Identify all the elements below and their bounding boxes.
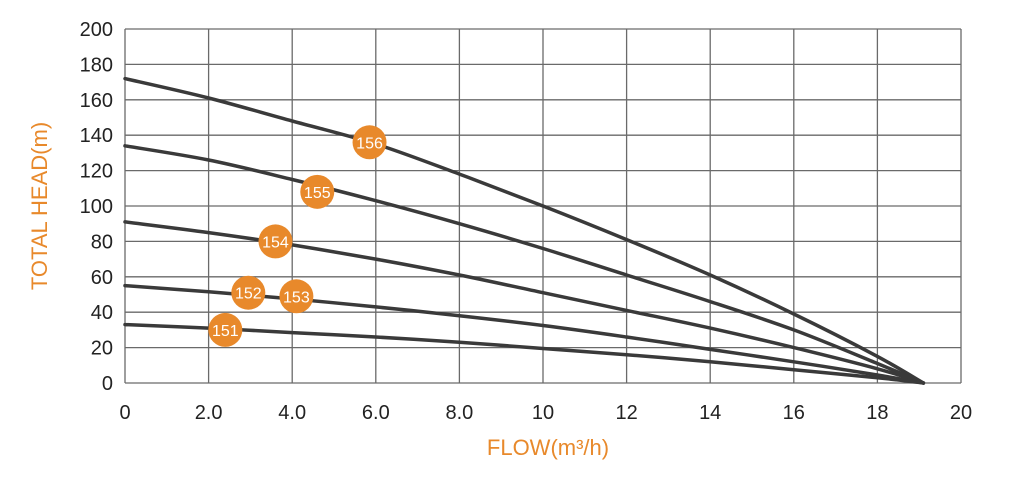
x-tick-label: 10 — [532, 402, 554, 424]
x-tick-labels: 0 2.0 4.0 6.0 8.0 10 12 14 16 18 20 — [119, 402, 972, 424]
x-tick-label: 12 — [615, 402, 637, 424]
badge-153: 153 — [279, 279, 314, 314]
y-tick-label: 140 — [80, 125, 113, 147]
y-tick-label: 80 — [91, 231, 113, 253]
y-tick-label: 160 — [80, 90, 113, 112]
badge-label: 156 — [356, 135, 383, 152]
y-tick-label: 40 — [91, 302, 113, 324]
badge-156: 156 — [352, 125, 387, 160]
y-axis-title: TOTAL HEAD(m) — [27, 122, 52, 290]
x-axis-title: FLOW(m³/h) — [487, 435, 609, 460]
x-tick-label: 16 — [783, 402, 805, 424]
badge-155: 155 — [300, 174, 335, 209]
badge-label: 152 — [235, 286, 262, 303]
x-tick-label: 0 — [119, 402, 130, 424]
badge-label: 153 — [283, 289, 310, 306]
badge-152: 152 — [231, 275, 266, 310]
x-tick-label: 14 — [699, 402, 721, 424]
badge-label: 154 — [262, 234, 289, 251]
curve-156 — [123, 76, 926, 385]
x-tick-label: 6.0 — [362, 402, 390, 424]
x-tick-label: 2.0 — [195, 402, 223, 424]
y-tick-label: 200 — [80, 19, 113, 41]
curves — [123, 76, 926, 385]
y-tick-label: 0 — [102, 373, 113, 395]
y-tick-label: 60 — [91, 267, 113, 289]
badge-label: 155 — [304, 185, 331, 202]
badge-circle — [258, 224, 293, 259]
y-tick-label: 100 — [80, 196, 113, 218]
y-tick-labels: 0 20 40 60 80 100 120 140 160 180 200 — [80, 19, 113, 395]
badge-circle — [352, 125, 387, 160]
y-tick-label: 120 — [80, 161, 113, 183]
badge-label: 151 — [212, 323, 239, 340]
badge-circle — [300, 174, 335, 209]
curve-151 — [123, 322, 926, 385]
curve-badges: 156 155 154 152 153 151 — [208, 125, 387, 347]
badge-circle — [279, 279, 314, 314]
badge-151: 151 — [208, 312, 243, 347]
x-tick-label: 4.0 — [278, 402, 306, 424]
badge-circle — [231, 275, 266, 310]
y-tick-label: 180 — [80, 54, 113, 76]
x-tick-label: 18 — [866, 402, 888, 424]
badge-154: 154 — [258, 224, 293, 259]
badge-circle — [208, 312, 243, 347]
x-tick-label: 8.0 — [445, 402, 473, 424]
y-tick-label: 20 — [91, 338, 113, 360]
x-tick-label: 20 — [950, 402, 972, 424]
curve-155 — [123, 144, 926, 385]
